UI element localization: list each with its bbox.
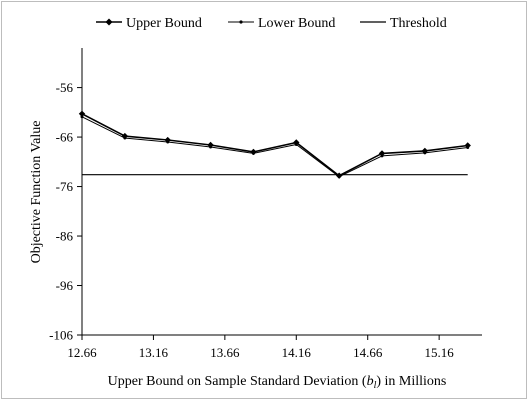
data-point-upper-bound — [378, 150, 386, 157]
legend-item-lower-bound: Lower Bound — [228, 16, 335, 31]
y-ticks: -56 -66 -76 -86 -96 -106 — [49, 80, 82, 343]
x-tick-label: 15.16 — [425, 345, 455, 360]
data-point-upper-bound — [78, 110, 86, 118]
data-point-lower-bound — [466, 145, 470, 149]
legend-item-upper-bound: Upper Bound — [96, 16, 202, 31]
x-ticks: 12.66 13.16 13.66 14.16 14.66 15.16 — [67, 335, 454, 360]
x-axis-label-prefix: Upper Bound on Sample Standard Deviation… — [108, 374, 367, 389]
data-point-upper-bound — [293, 139, 300, 146]
legend-label-lower-bound: Lower Bound — [258, 16, 335, 31]
data-point-lower-bound — [294, 142, 298, 146]
legend-label-threshold: Threshold — [390, 16, 447, 31]
x-tick-label: 13.16 — [139, 345, 169, 360]
y-tick-label: -66 — [56, 130, 74, 145]
x-axis-label-variable: b — [367, 374, 374, 389]
legend-item-threshold: Threshold — [360, 16, 447, 31]
legend: Upper Bound Lower Bound Threshold — [96, 16, 447, 31]
data-point-upper-bound — [464, 142, 471, 149]
data-point-lower-bound — [123, 136, 127, 140]
data-point-lower-bound — [423, 151, 427, 155]
x-tick-label: 13.66 — [210, 345, 240, 360]
y-tick-label: -96 — [56, 278, 74, 293]
data-point-lower-bound — [380, 154, 384, 158]
legend-dot-marker — [239, 20, 243, 24]
series-line-upper-bound — [81, 113, 468, 177]
legend-label-upper-bound: Upper Bound — [126, 16, 202, 31]
y-tick-label: -56 — [56, 80, 74, 95]
x-tick-label: 12.66 — [67, 345, 97, 360]
x-axis-label: Upper Bound on Sample Standard Deviation… — [108, 374, 447, 391]
y-tick-label: -76 — [56, 179, 74, 194]
series-group — [78, 110, 471, 179]
data-point-lower-bound — [251, 151, 255, 155]
series-line-lower-bound — [81, 116, 468, 178]
y-axis-label: Objective Function Value — [29, 121, 44, 264]
x-tick-label: 14.16 — [282, 345, 312, 360]
legend-diamond-marker — [105, 18, 113, 26]
x-axis-label-suffix: ) in Millions — [376, 374, 446, 389]
y-tick-label: -106 — [49, 328, 73, 343]
data-point-lower-bound — [209, 145, 213, 149]
data-point-lower-bound — [80, 115, 84, 119]
data-point-lower-bound — [166, 140, 170, 144]
x-axis-label-subscript: l — [374, 380, 377, 391]
data-point-lower-bound — [337, 175, 341, 179]
x-tick-label: 14.66 — [353, 345, 383, 360]
y-tick-label: -86 — [56, 229, 74, 244]
